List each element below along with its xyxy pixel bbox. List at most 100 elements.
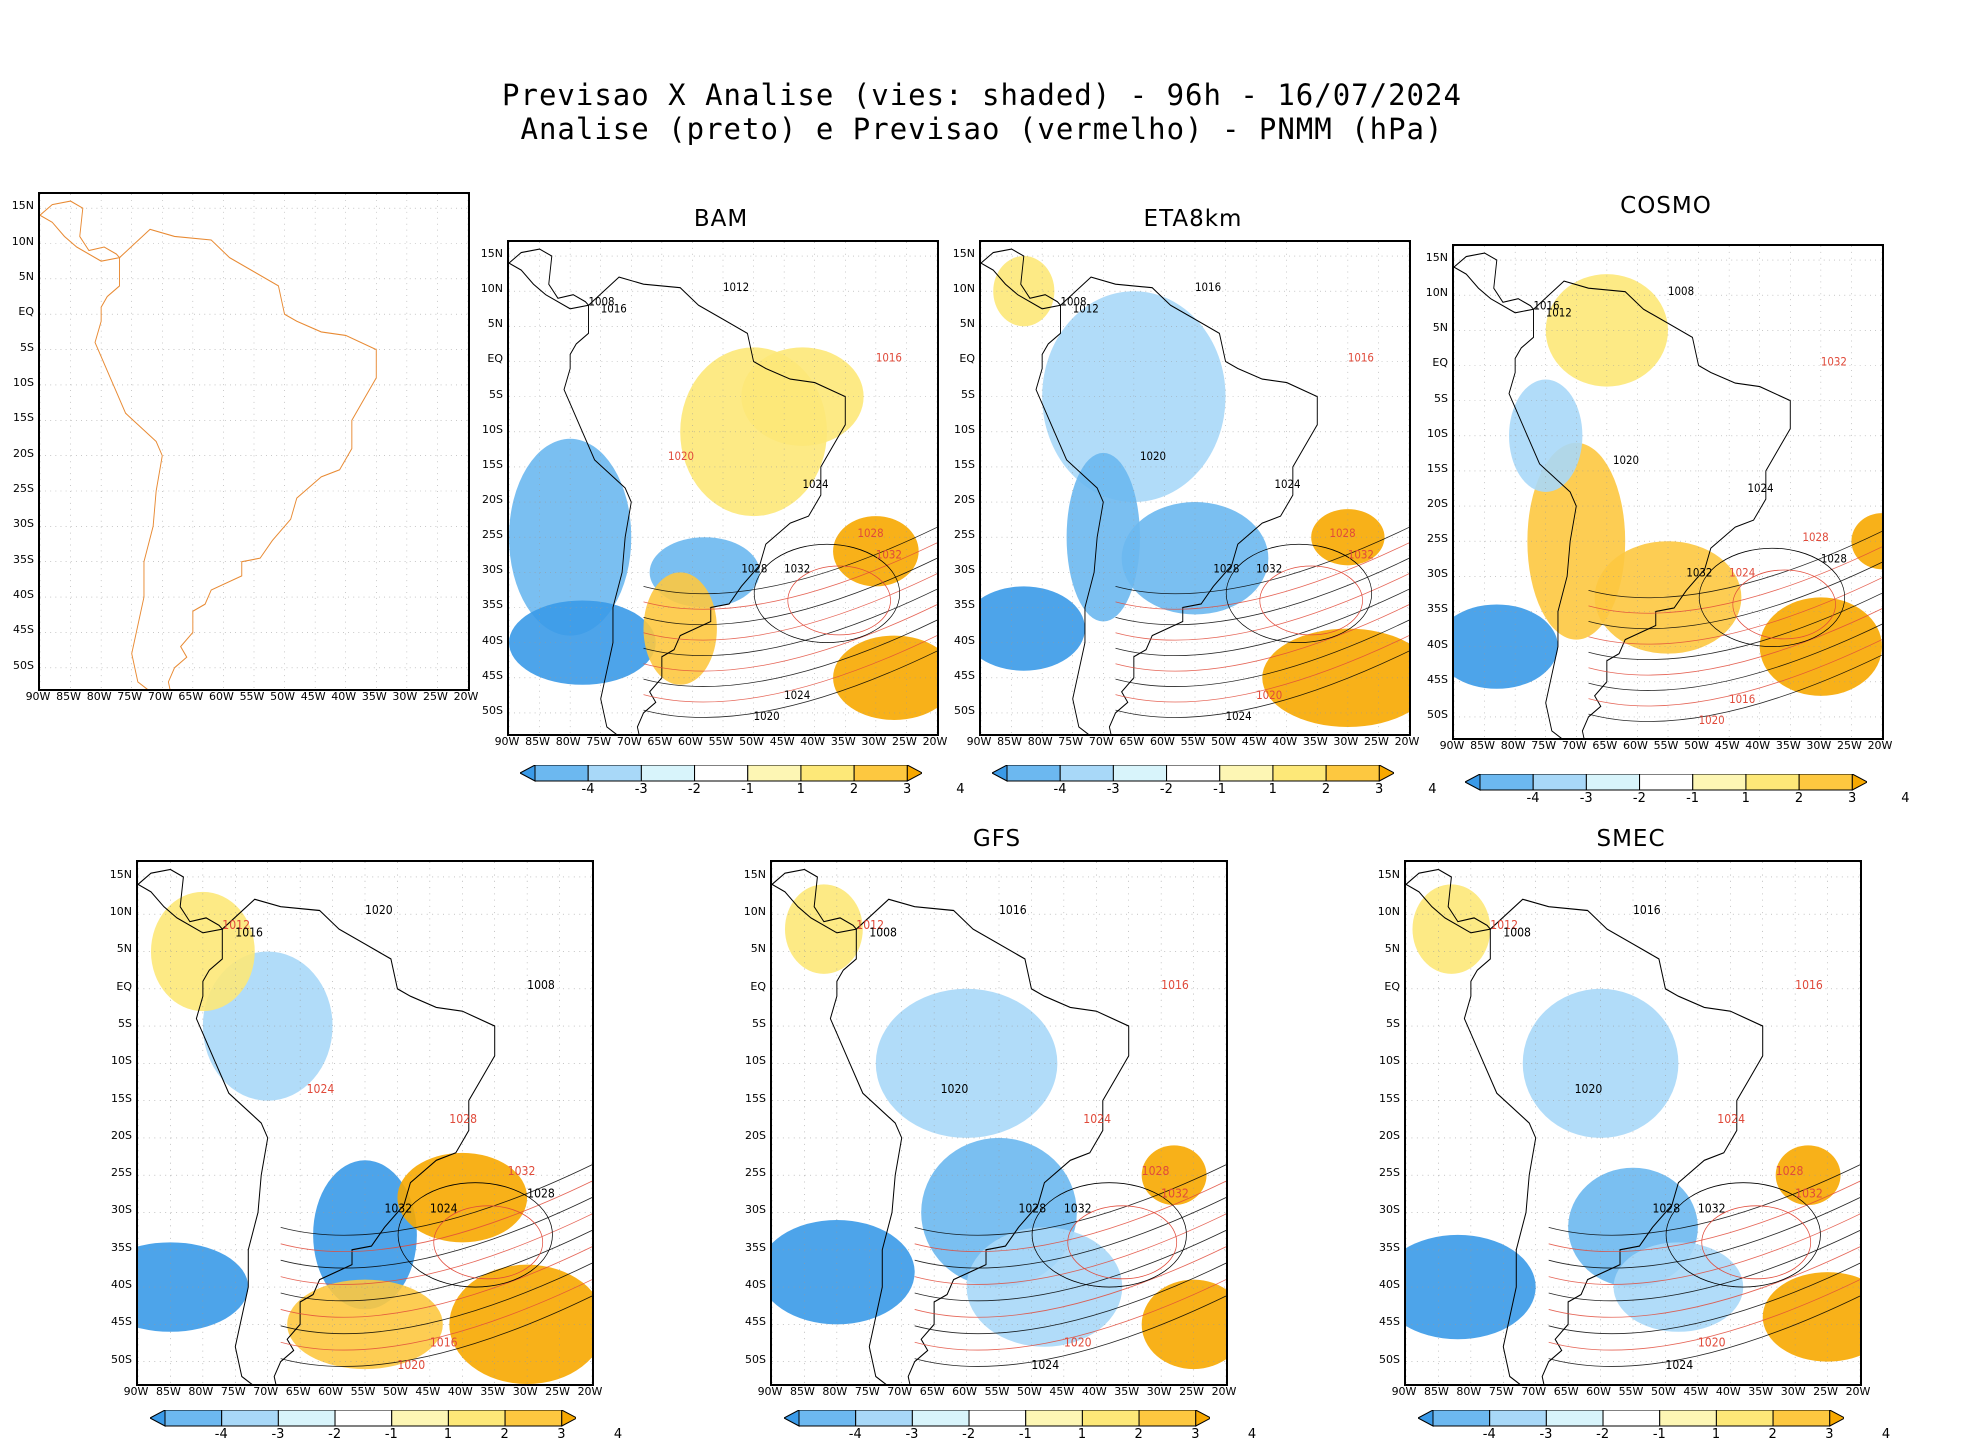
lat-label: EQ	[750, 979, 766, 993]
isobar-high-ring-forecast	[433, 1205, 544, 1280]
colorbar-tick-label: 1	[1741, 791, 1750, 806]
lat-label: 40S	[1427, 637, 1448, 651]
isobar-line	[1115, 557, 1409, 626]
colorbar-swatch	[1745, 774, 1800, 791]
colorbar-tick-label: -4	[848, 1427, 862, 1442]
colorbar-tick-label: 1	[443, 1427, 453, 1442]
lon-label: 60W	[1586, 1385, 1611, 1398]
lon-label: 85W	[789, 1385, 815, 1398]
isobar-label: 1020	[397, 1357, 425, 1372]
colorbar-swatch	[504, 1410, 562, 1427]
isobar-label: 1020	[1613, 453, 1639, 467]
isobar-label: 1016	[235, 925, 263, 940]
isobar-label: 1024	[307, 1081, 335, 1096]
isobar-label: 1028	[1803, 531, 1829, 545]
lat-label: 20S	[13, 446, 34, 460]
colorbar-swatch	[587, 765, 642, 782]
bias-shade-5	[993, 256, 1055, 327]
isobar-line	[280, 1246, 592, 1318]
isobar-line	[1548, 1197, 1860, 1269]
lat-label: 15N	[11, 199, 34, 213]
lon-label: 55W	[708, 735, 734, 748]
isobar-label: 1008	[1668, 285, 1694, 299]
lat-label: EQ	[1384, 979, 1400, 993]
lat-label: 10N	[1425, 286, 1448, 300]
lon-label: 70W	[616, 735, 642, 748]
colorbar-tick-label: -1	[384, 1427, 398, 1442]
isobar-line	[1588, 530, 1882, 599]
isobar-label: 1020	[668, 449, 694, 463]
isobar-line	[1115, 619, 1409, 687]
lat-label: 15S	[13, 411, 34, 425]
lon-label: 40W	[800, 735, 826, 748]
isobar-label: 1012	[222, 917, 250, 932]
lat-label: 30S	[1379, 1203, 1400, 1217]
colorbar-tick-label: -3	[271, 1427, 285, 1442]
isobar-label: 1032	[876, 548, 902, 562]
colorbar-bam: -4 -3 -2 -1 1 2 3 4	[519, 765, 964, 801]
colorbar-swatch	[854, 1410, 913, 1427]
isobar-line	[914, 1295, 1226, 1367]
colorbar-swatch	[277, 1410, 336, 1427]
lat-label: 50S	[1427, 707, 1448, 721]
colorbar-swatch	[1798, 774, 1853, 791]
lon-label: 25W	[891, 735, 917, 748]
colorbar-tick-label: 1	[1268, 782, 1277, 797]
colorbar-swatch	[334, 1410, 392, 1427]
lat-label: 35S	[745, 1240, 766, 1254]
isobar-line	[1588, 654, 1882, 722]
isobar-high-ring-forecast	[1701, 1205, 1812, 1280]
lat-label: 10N	[952, 282, 975, 296]
lon-label: 50W	[1684, 739, 1709, 752]
colorbar-swatch	[1851, 774, 1868, 791]
map-canvas-brams	[40, 194, 468, 689]
colorbar-model5: -4 -3 -2 -1 1 2 3 4	[149, 1410, 622, 1446]
colorbar-tick-label: -2	[1159, 782, 1173, 797]
lon-label: 90W	[123, 1385, 149, 1398]
bias-shade-3	[449, 1264, 592, 1384]
colorbar-swatch	[783, 1410, 800, 1427]
bias-shade-1	[509, 600, 656, 685]
isobar-line	[914, 1164, 1226, 1236]
lon-label: 50W	[1211, 735, 1236, 748]
lon-label: 65W	[1119, 735, 1145, 748]
lat-label: 5N	[1432, 321, 1448, 335]
lon-label: 45W	[1241, 735, 1267, 748]
colorbar-swatch	[1658, 1410, 1717, 1427]
lon-label: 60W	[952, 1385, 977, 1398]
lon-label: 70W	[253, 1385, 279, 1398]
lon-label: 70W	[1521, 1385, 1547, 1398]
isobar-label: 1016	[999, 902, 1027, 917]
lat-label: 25S	[1379, 1166, 1400, 1180]
lat-label: 15S	[954, 457, 975, 471]
lat-label: 15S	[1427, 461, 1448, 475]
colorbar-smec: -4 -3 -2 -1 1 2 3 4	[1417, 1410, 1890, 1446]
colorbar-tick-label: -3	[634, 782, 648, 797]
colorbar-tick-label: -3	[1579, 791, 1593, 806]
lat-label: 5N	[1384, 942, 1400, 956]
lat-label: 15S	[745, 1091, 766, 1105]
lat-label: 5S	[961, 387, 975, 401]
lon-label: 60W	[1622, 739, 1648, 752]
lon-label: 75W	[586, 735, 612, 748]
lat-label: 45S	[954, 668, 975, 682]
isobar-label: 1012	[1546, 306, 1572, 320]
lat-label: 10S	[745, 1054, 766, 1068]
lat-label: 20S	[1427, 497, 1448, 511]
lon-label: 75W	[117, 690, 143, 703]
colorbar-tick-label: -1	[1213, 782, 1227, 797]
lon-label: 50W	[382, 1385, 408, 1398]
isobar-line	[643, 619, 937, 687]
isobar-line	[280, 1229, 592, 1302]
lon-label: 70W	[887, 1385, 913, 1398]
lon-label: 20W	[577, 1385, 603, 1398]
map-cosmo: 1016 1012 1008 1020 1024 1028 1028 1032 1024 1020…	[1452, 244, 1884, 740]
isobar-label: 1024	[1226, 709, 1252, 723]
isobar-label: 1008	[869, 925, 897, 940]
lon-label: 40W	[447, 1385, 473, 1398]
colorbar-tick-label: 3	[1825, 1427, 1834, 1442]
colorbar-tick-label: -4	[1482, 1427, 1496, 1442]
lat-label: 5S	[752, 1017, 766, 1031]
colorbar-tick-label: 2	[1134, 1427, 1143, 1442]
